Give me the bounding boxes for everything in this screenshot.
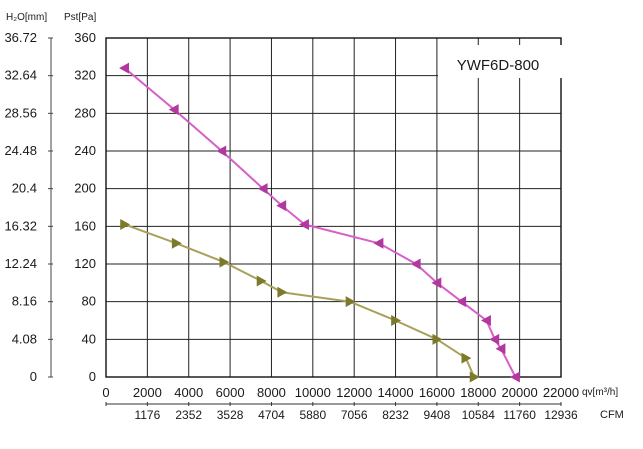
y-tick-label-pst: 0 xyxy=(89,369,96,384)
series-1-point xyxy=(119,62,130,74)
series-2-point xyxy=(345,296,356,308)
series-1-point xyxy=(456,296,467,308)
axes: 360 36.72 320 32.64 280 28.56 240 24.48 200 20.4 1… xyxy=(4,30,579,422)
series-line-2 xyxy=(124,223,476,378)
series-2-point xyxy=(461,352,472,364)
x-tick-label-cfm: 7056 xyxy=(341,408,368,422)
series-1-point xyxy=(431,277,442,289)
series-1-point xyxy=(373,237,384,249)
x-tick-label-cfm: 9408 xyxy=(424,408,451,422)
x-tick-label-cfm: 8232 xyxy=(382,408,409,422)
x-tick-label-cfm: 5880 xyxy=(299,408,326,422)
series-line-1 xyxy=(123,67,517,378)
title-box xyxy=(438,45,562,78)
y-tick-label-h2o: 8.16 xyxy=(12,294,37,309)
series xyxy=(119,62,520,383)
series-1-point xyxy=(299,218,309,230)
x-tick-label-cfm: 2352 xyxy=(175,408,202,422)
x-tick-label-cfm: 10584 xyxy=(462,408,496,422)
series-2-point xyxy=(432,333,443,345)
x-axis-label-qv: qv[m³/h] xyxy=(582,387,618,398)
y-tick-label-h2o: 28.56 xyxy=(4,105,37,120)
series-1-point xyxy=(495,343,506,355)
x-tick-label: 4000 xyxy=(174,385,203,400)
x-tick-label: 6000 xyxy=(216,385,245,400)
plot-frame xyxy=(105,37,562,378)
series-1-point xyxy=(257,183,268,195)
series-1-point xyxy=(216,145,227,157)
y-tick-label-h2o: 12.24 xyxy=(4,256,37,271)
y-tick-label-pst: 240 xyxy=(74,143,96,158)
series-2-point xyxy=(391,315,402,326)
series-2-point xyxy=(120,218,131,230)
y-tick-label-h2o: 36.72 xyxy=(4,30,37,45)
y-tick-label-h2o: 20.4 xyxy=(12,181,37,196)
y-tick-label-pst: 280 xyxy=(74,105,96,120)
x-tick-label-cfm: 3528 xyxy=(217,408,244,422)
x-tick-label-cfm: 11760 xyxy=(503,408,536,422)
x-tick-label: 8000 xyxy=(257,385,286,400)
series-1-point xyxy=(168,104,179,116)
y-tick-label-pst: 40 xyxy=(82,331,96,346)
x-tick-label-cfm: 1176 xyxy=(134,408,160,422)
series-1-point xyxy=(510,371,520,383)
y-tick-label-h2o: 32.64 xyxy=(4,68,37,83)
series-1-point xyxy=(276,200,287,212)
y-tick-label-h2o: 24.48 xyxy=(4,143,37,158)
x-tick-label-cfm: 12936 xyxy=(544,408,578,422)
series-1-point xyxy=(481,315,491,326)
x-tick-label: 12000 xyxy=(336,385,372,400)
grid xyxy=(105,37,562,378)
x-tick-label: 10000 xyxy=(295,385,331,400)
x-tick-label: 16000 xyxy=(419,385,455,400)
x-tick-label: 18000 xyxy=(460,385,496,400)
y-tick-label-pst: 120 xyxy=(74,256,96,271)
y-tick-label-h2o: 16.32 xyxy=(4,218,37,233)
x-tick-label: 22000 xyxy=(543,385,579,400)
y-tick-label-pst: 320 xyxy=(74,68,96,83)
x-axis-label-cfm: CFM xyxy=(600,409,624,421)
series-2-point xyxy=(171,237,182,249)
series-2-point xyxy=(219,256,230,268)
series-2-point xyxy=(277,286,288,298)
y-tick-label-pst: 200 xyxy=(74,181,96,196)
x-tick-label: 0 xyxy=(102,385,109,400)
labels: YWF6D-800 H₂O[mm] Pst[Pa] qv[m³/h] CFM xyxy=(6,12,624,421)
y-tick-label-pst: 360 xyxy=(74,30,96,45)
series-1-point xyxy=(489,333,500,345)
y-tick-label-pst: 80 xyxy=(82,294,96,309)
x-tick-label: 2000 xyxy=(133,385,162,400)
series-2-point xyxy=(256,275,267,287)
y-axis-label-h2o: H₂O[mm] xyxy=(6,12,47,23)
y-tick-label-pst: 160 xyxy=(74,218,96,233)
series-2-point xyxy=(469,371,480,383)
y-axis-label-pst: Pst[Pa] xyxy=(64,12,96,23)
y-tick-label-h2o: 0 xyxy=(30,369,37,384)
y-tick-label-h2o: 4.08 xyxy=(12,331,37,346)
chart-title: YWF6D-800 xyxy=(457,57,540,74)
x-tick-label: 20000 xyxy=(502,385,538,400)
x-tick-label-cfm: 4704 xyxy=(258,408,285,422)
series-1-point xyxy=(410,258,421,270)
x-tick-label: 14000 xyxy=(377,385,413,400)
